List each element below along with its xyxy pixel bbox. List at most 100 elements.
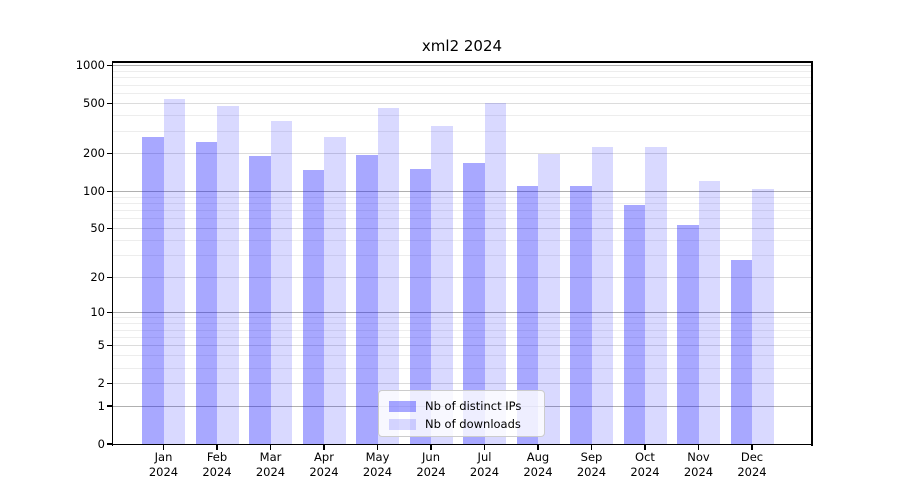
bar-distinct-ips-dec [730, 259, 752, 444]
gridline-800 [112, 77, 811, 79]
gridline-300 [112, 131, 811, 133]
legend-item-downloads: Nb of downloads [389, 415, 544, 433]
gridline-2 [112, 383, 811, 385]
gridline-600 [112, 93, 811, 95]
x-tick-label-nov: Nov 2024 [683, 450, 714, 479]
gridline-400 [112, 115, 811, 117]
bar-downloads-sep [591, 147, 613, 444]
bar-distinct-ips-jul [463, 162, 485, 444]
legend: Nb of distinct IPs Nb of downloads [378, 390, 545, 437]
gridline-5 [112, 345, 811, 347]
y-tick-1000 [107, 65, 112, 67]
bar-distinct-ips-apr [302, 170, 324, 444]
x-tick-aug [537, 445, 539, 450]
bar-distinct-ips-mar [249, 156, 271, 444]
gridline-700 [112, 84, 811, 86]
bar-downloads-aug [538, 153, 560, 444]
bar-downloads-nov [698, 181, 720, 444]
x-tick-label-sep: Sep 2024 [576, 450, 607, 479]
chart-title: xml2 2024 [421, 37, 503, 55]
spine-right [811, 61, 813, 446]
gridline-6 [112, 336, 811, 338]
x-tick-label-jun: Jun 2024 [416, 450, 446, 479]
gridline-50 [112, 228, 811, 230]
y-tick-label-2: 2 [97, 376, 105, 391]
gridline-90 [112, 196, 811, 198]
bar-distinct-ips-feb [195, 141, 217, 444]
x-tick-label-feb: Feb 2024 [202, 450, 232, 479]
x-tick-feb [216, 445, 218, 450]
gridline-70 [112, 210, 811, 212]
spine-left [111, 61, 113, 446]
legend-label-distinct-ips: Nb of distinct IPs [425, 399, 522, 413]
y-tick-10 [107, 312, 112, 314]
bar-distinct-ips-nov [677, 224, 699, 444]
x-tick-apr [323, 445, 325, 450]
gridline-4 [112, 355, 811, 357]
y-tick-label-1000: 1000 [75, 58, 105, 73]
bar-downloads-may [377, 107, 399, 444]
x-tick-mar [269, 445, 272, 450]
x-tick-label-mar: Mar 2024 [255, 450, 286, 479]
bar-distinct-ips-may [356, 154, 378, 444]
x-tick-label-may: May 2024 [362, 450, 393, 479]
y-tick-label-5: 5 [97, 338, 105, 353]
bar-downloads-jan [163, 99, 185, 444]
x-tick-label-apr: Apr 2024 [309, 450, 339, 479]
bar-downloads-dec [752, 188, 774, 444]
y-tick-label-50: 50 [90, 221, 105, 236]
x-tick-jan [162, 445, 165, 450]
bar-distinct-ips-jan [142, 137, 164, 444]
y-tick-label-200: 200 [83, 146, 105, 161]
x-tick-oct [644, 445, 646, 450]
gridline-20 [112, 276, 811, 278]
bar-downloads-oct [645, 147, 667, 444]
x-tick-may [376, 445, 379, 450]
y-tick-label-1: 1 [97, 398, 105, 413]
y-tick-label-100: 100 [83, 183, 105, 198]
gridline-40 [112, 240, 811, 242]
gridline-8 [112, 323, 811, 325]
x-tick-jul [483, 445, 486, 450]
x-tick-label-dec: Dec 2024 [737, 450, 767, 479]
spine-bottom [111, 443, 813, 445]
gridline-80 [112, 202, 811, 204]
x-tick-jun [430, 445, 432, 450]
legend-swatch-downloads [389, 418, 416, 430]
x-tick-nov [697, 445, 700, 450]
x-tick-label-aug: Aug 2024 [523, 450, 553, 479]
gridline-7 [112, 329, 811, 331]
gridline-9 [112, 317, 811, 319]
bar-downloads-jun [431, 125, 453, 444]
x-tick-sep [590, 445, 593, 450]
gridline-60 [112, 218, 811, 220]
y-tick-1 [107, 405, 112, 407]
x-tick-label-jan: Jan 2024 [148, 450, 179, 479]
y-tick-500 [107, 103, 112, 105]
gridline-1000 [112, 65, 811, 67]
gridline-10 [112, 312, 811, 314]
y-tick-50 [107, 228, 112, 230]
y-tick-0 [107, 443, 112, 445]
x-tick-dec [751, 445, 753, 450]
x-tick-label-jul: Jul 2024 [469, 450, 500, 479]
legend-label-downloads: Nb of downloads [425, 417, 521, 431]
y-tick-2 [107, 383, 112, 385]
y-tick-label-10: 10 [90, 305, 105, 320]
bar-downloads-feb [217, 105, 239, 444]
gridline-100 [112, 190, 811, 192]
y-tick-5 [107, 345, 112, 347]
bar-downloads-mar [270, 120, 292, 444]
gridline-3 [112, 367, 811, 369]
legend-item-distinct-ips: Nb of distinct IPs [389, 397, 544, 415]
x-tick-label-oct: Oct 2024 [630, 450, 660, 479]
y-tick-label-20: 20 [90, 269, 105, 284]
bar-distinct-ips-aug [516, 185, 538, 444]
bar-downloads-apr [324, 136, 346, 444]
gridline-30 [112, 255, 811, 257]
y-tick-200 [107, 153, 112, 155]
gridline-900 [112, 71, 811, 73]
bar-downloads-jul [484, 103, 506, 444]
y-tick-100 [107, 190, 112, 192]
